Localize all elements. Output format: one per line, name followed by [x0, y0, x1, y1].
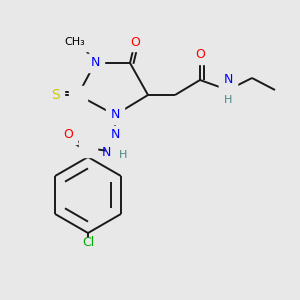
Text: N: N [102, 146, 111, 158]
Text: N: N [223, 73, 233, 86]
Text: O: O [130, 35, 140, 49]
Text: Cl: Cl [82, 236, 94, 248]
Text: N: N [90, 56, 100, 70]
Text: O: O [195, 49, 205, 62]
Text: N: N [110, 109, 120, 122]
Text: N: N [110, 128, 120, 142]
Text: H: H [224, 95, 232, 105]
Text: O: O [63, 128, 73, 142]
Text: CH₃: CH₃ [64, 37, 86, 47]
Text: H: H [119, 150, 128, 160]
Text: S: S [51, 88, 59, 102]
